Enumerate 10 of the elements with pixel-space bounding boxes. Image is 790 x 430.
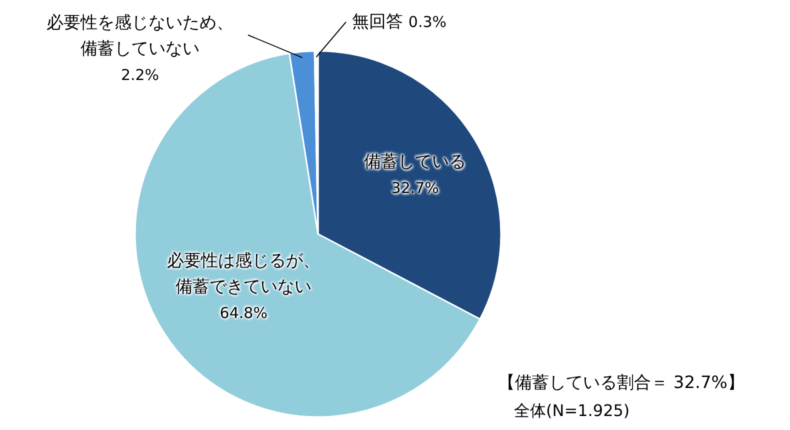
slice-label: 必要性は感じるが、備蓄できていない [166, 250, 322, 300]
data-label: 64.8% [218, 303, 268, 324]
slice-label: 必要性を感じないため、備蓄していない [46, 12, 234, 61]
slice-label: 備蓄している [363, 151, 468, 174]
data-label: 0.3% [408, 13, 447, 31]
text: 【備蓄している割合＝ 32.7%】 [498, 372, 744, 395]
slice-label: 無回答 [352, 12, 403, 32]
data-label: 32.7% [390, 178, 440, 200]
text: 全体(N=1.925) [514, 400, 630, 422]
data-label: 2.2% [120, 65, 160, 86]
